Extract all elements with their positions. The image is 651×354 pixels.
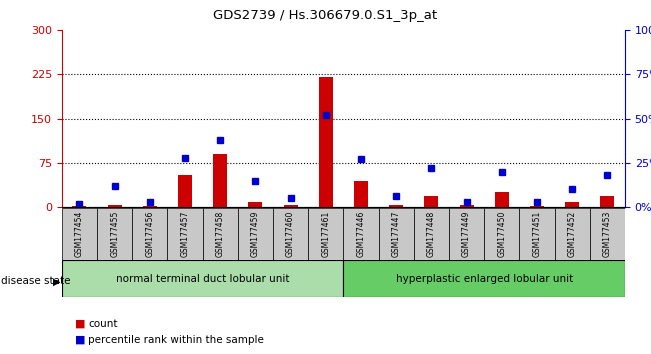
Bar (143, 206, 157, 207)
Text: GSM177446: GSM177446 (357, 211, 365, 257)
Text: ■: ■ (75, 335, 85, 345)
Text: count: count (88, 319, 117, 329)
Text: GDS2739 / Hs.306679.0.S1_3p_at: GDS2739 / Hs.306679.0.S1_3p_at (214, 9, 437, 22)
Text: GSM177454: GSM177454 (75, 211, 84, 257)
Text: hyperplastic enlarged lobular unit: hyperplastic enlarged lobular unit (396, 274, 573, 284)
Bar (62, 208, 97, 260)
Bar (202, 208, 238, 260)
Bar (590, 208, 625, 260)
Bar (530, 206, 544, 207)
Bar (238, 208, 273, 260)
Bar (389, 205, 403, 207)
Text: GSM177453: GSM177453 (603, 211, 612, 257)
Text: GSM177449: GSM177449 (462, 211, 471, 257)
Bar (519, 208, 555, 260)
Text: percentile rank within the sample: percentile rank within the sample (88, 335, 264, 345)
Bar (449, 208, 484, 260)
Bar (379, 208, 414, 260)
Bar (132, 208, 167, 260)
Bar (167, 208, 202, 260)
Text: GSM177451: GSM177451 (533, 211, 542, 257)
Text: GSM177452: GSM177452 (568, 211, 577, 257)
Bar (107, 205, 122, 207)
Text: ▶: ▶ (53, 276, 61, 286)
Text: GSM177461: GSM177461 (322, 211, 330, 257)
Text: GSM177457: GSM177457 (180, 211, 189, 257)
Text: GSM177447: GSM177447 (392, 211, 401, 257)
Bar (354, 181, 368, 207)
Bar (178, 175, 192, 207)
Bar (308, 208, 343, 260)
Bar (343, 208, 379, 260)
Text: GSM177450: GSM177450 (497, 211, 506, 257)
Text: GSM177460: GSM177460 (286, 211, 295, 257)
Bar (62, 260, 343, 297)
Bar (72, 206, 87, 207)
Text: ■: ■ (75, 319, 85, 329)
Bar (565, 202, 579, 207)
Text: disease state: disease state (1, 276, 71, 286)
Bar (484, 208, 519, 260)
Bar (460, 205, 474, 207)
Text: GSM177459: GSM177459 (251, 211, 260, 257)
Bar (284, 205, 298, 207)
Bar (249, 202, 262, 207)
Bar (97, 208, 132, 260)
Bar (555, 208, 590, 260)
Bar (600, 196, 615, 207)
Text: normal terminal duct lobular unit: normal terminal duct lobular unit (116, 274, 290, 284)
Bar (213, 154, 227, 207)
Bar (319, 77, 333, 207)
Bar (495, 192, 509, 207)
Bar (424, 196, 438, 207)
Text: GSM177448: GSM177448 (427, 211, 436, 257)
Text: GSM177455: GSM177455 (110, 211, 119, 257)
Bar (273, 208, 308, 260)
Text: GSM177458: GSM177458 (215, 211, 225, 257)
Text: GSM177456: GSM177456 (145, 211, 154, 257)
Bar (343, 260, 625, 297)
Bar (414, 208, 449, 260)
